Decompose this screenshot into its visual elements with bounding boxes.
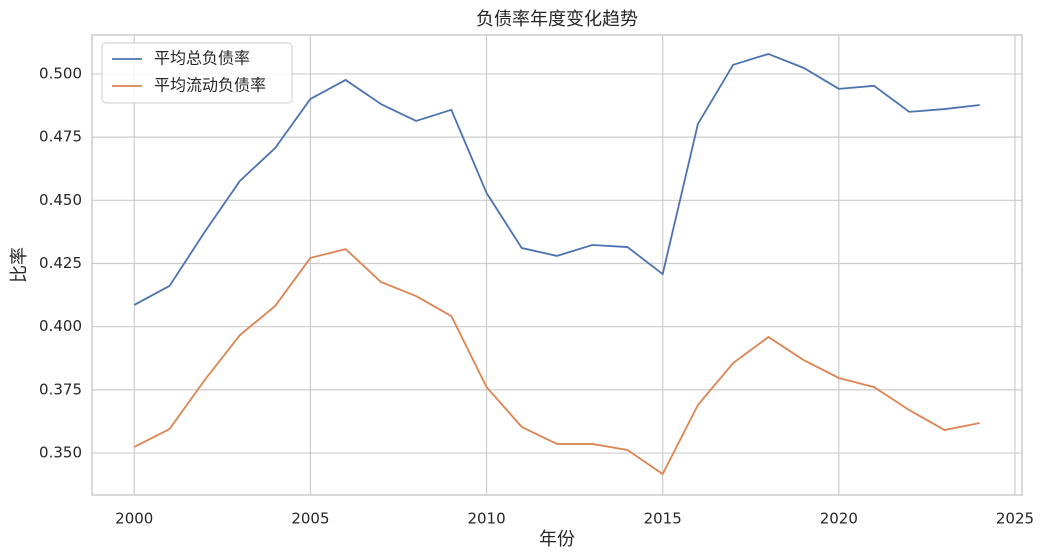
y-tick-label: 0.350 — [39, 444, 82, 462]
y-tick-label: 0.475 — [39, 128, 82, 146]
x-tick-label: 2005 — [291, 510, 329, 528]
legend-box — [101, 42, 293, 104]
y-tick-label: 0.375 — [39, 380, 82, 398]
legend-label: 平均流动负债率 — [154, 76, 266, 95]
chart-title: 负债率年度变化趋势 — [476, 9, 638, 30]
line-series — [133, 53, 980, 306]
line-series — [133, 248, 980, 476]
x-tick-label: 2015 — [644, 510, 682, 528]
x-tick-label: 2025 — [996, 510, 1034, 528]
legend-label: 平均总负债率 — [154, 49, 250, 68]
y-tick-label: 0.400 — [39, 317, 82, 335]
x-tick-label: 2000 — [115, 510, 153, 528]
x-tick-label: 2010 — [467, 510, 505, 528]
y-tick-label: 0.425 — [39, 254, 82, 272]
y-tick-label: 0.450 — [39, 191, 82, 209]
y-tick-label: 0.500 — [39, 64, 82, 82]
y-axis-label: 比率 — [9, 247, 30, 283]
x-tick-label: 2020 — [820, 510, 858, 528]
x-axis-label: 年份 — [539, 529, 575, 550]
plot-frame — [91, 34, 1023, 496]
